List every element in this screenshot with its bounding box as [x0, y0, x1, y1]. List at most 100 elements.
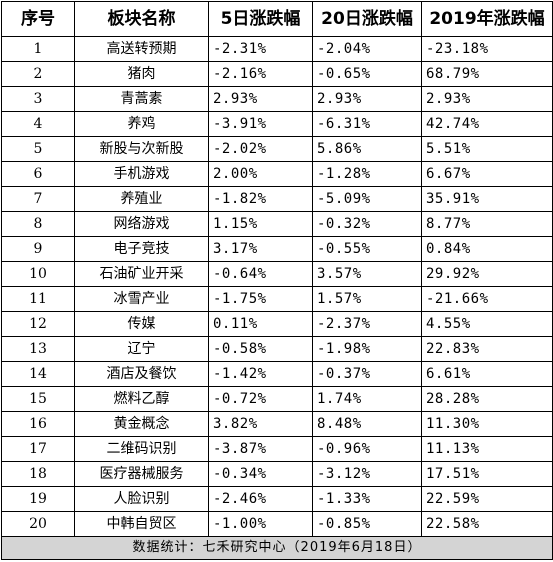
- table-row: 6 手机游戏 2.00% -1.28% 6.67%: [1, 161, 553, 187]
- table-row: 18 医疗器械服务 -0.34% -3.12% 17.51%: [1, 461, 553, 487]
- sector-name: 养鸡: [74, 111, 209, 137]
- change-5-day: 3.82%: [208, 411, 313, 437]
- sector-name: 石油矿业开采: [74, 261, 209, 287]
- table-row: 14 酒店及餐饮 -1.42% -0.37% 6.61%: [1, 361, 553, 387]
- footer-row: 数据统计：七禾研究中心（2019年6月18日）: [1, 536, 553, 560]
- table-row: 3 青蒿素 2.93% 2.93% 2.93%: [1, 86, 553, 112]
- change-20-day: -1.33%: [312, 486, 422, 512]
- header-index: 序号: [1, 1, 75, 37]
- sector-name: 猪肉: [74, 61, 209, 87]
- change-2019: 22.59%: [421, 486, 553, 512]
- row-index: 20: [1, 511, 75, 537]
- row-index: 4: [1, 111, 75, 137]
- table-row: 16 黄金概念 3.82% 8.48% 11.30%: [1, 411, 553, 437]
- change-20-day: -0.65%: [312, 61, 422, 87]
- change-2019: 22.58%: [421, 511, 553, 537]
- change-20-day: -0.37%: [312, 361, 422, 387]
- sector-name: 黄金概念: [74, 411, 209, 437]
- table-row: 7 养殖业 -1.82% -5.09% 35.91%: [1, 186, 553, 212]
- row-index: 13: [1, 336, 75, 362]
- row-index: 14: [1, 361, 75, 387]
- sector-name: 养殖业: [74, 186, 209, 212]
- change-2019: 11.13%: [421, 436, 553, 462]
- header-row: 序号 板块名称 5日涨跌幅 20日涨跌幅 2019年涨跌幅: [1, 1, 553, 37]
- change-2019: -23.18%: [421, 36, 553, 62]
- change-2019: 42.74%: [421, 111, 553, 137]
- change-20-day: -0.32%: [312, 211, 422, 237]
- change-5-day: -0.34%: [208, 461, 313, 487]
- table-row: 5 新股与次新股 -2.02% 5.86% 5.51%: [1, 136, 553, 162]
- change-20-day: 5.86%: [312, 136, 422, 162]
- sector-name: 网络游戏: [74, 211, 209, 237]
- change-5-day: -2.31%: [208, 36, 313, 62]
- change-5-day: 0.11%: [208, 311, 313, 337]
- row-index: 1: [1, 36, 75, 62]
- change-2019: 11.30%: [421, 411, 553, 437]
- data-source-note: 数据统计：七禾研究中心（2019年6月18日）: [1, 536, 553, 560]
- table-row: 19 人脸识别 -2.46% -1.33% 22.59%: [1, 486, 553, 512]
- change-20-day: 8.48%: [312, 411, 422, 437]
- row-index: 5: [1, 136, 75, 162]
- change-5-day: -3.91%: [208, 111, 313, 137]
- sector-name: 人脸识别: [74, 486, 209, 512]
- table-row: 17 二维码识别 -3.87% -0.96% 11.13%: [1, 436, 553, 462]
- sector-name: 辽宁: [74, 336, 209, 362]
- table-row: 10 石油矿业开采 -0.64% 3.57% 29.92%: [1, 261, 553, 287]
- change-2019: 8.77%: [421, 211, 553, 237]
- sector-name: 二维码识别: [74, 436, 209, 462]
- change-2019: 29.92%: [421, 261, 553, 287]
- sector-name: 燃料乙醇: [74, 386, 209, 412]
- row-index: 7: [1, 186, 75, 212]
- row-index: 18: [1, 461, 75, 487]
- change-5-day: -1.82%: [208, 186, 313, 212]
- change-20-day: -0.55%: [312, 236, 422, 262]
- table-row: 15 燃料乙醇 -0.72% 1.74% 28.28%: [1, 386, 553, 412]
- change-2019: 17.51%: [421, 461, 553, 487]
- sector-name: 中韩自贸区: [74, 511, 209, 537]
- change-2019: 2.93%: [421, 86, 553, 112]
- table-row: 1 高送转预期 -2.31% -2.04% -23.18%: [1, 36, 553, 62]
- change-5-day: -1.00%: [208, 511, 313, 537]
- change-20-day: -0.85%: [312, 511, 422, 537]
- change-20-day: -1.98%: [312, 336, 422, 362]
- change-20-day: -6.31%: [312, 111, 422, 137]
- change-20-day: -5.09%: [312, 186, 422, 212]
- change-20-day: -2.37%: [312, 311, 422, 337]
- table-row: 8 网络游戏 1.15% -0.32% 8.77%: [1, 211, 553, 237]
- change-2019: 6.67%: [421, 161, 553, 187]
- change-20-day: -2.04%: [312, 36, 422, 62]
- table-row: 12 传媒 0.11% -2.37% 4.55%: [1, 311, 553, 337]
- change-5-day: -1.75%: [208, 286, 313, 312]
- change-2019: 22.83%: [421, 336, 553, 362]
- change-2019: 6.61%: [421, 361, 553, 387]
- change-5-day: -2.16%: [208, 61, 313, 87]
- header-5-day-change: 5日涨跌幅: [208, 1, 313, 37]
- row-index: 10: [1, 261, 75, 287]
- row-index: 16: [1, 411, 75, 437]
- change-20-day: 3.57%: [312, 261, 422, 287]
- table-body: 1 高送转预期 -2.31% -2.04% -23.18% 2 猪肉 -2.16% -0.65%…: [1, 36, 553, 537]
- row-index: 11: [1, 286, 75, 312]
- change-20-day: -3.12%: [312, 461, 422, 487]
- table-row: 13 辽宁 -0.58% -1.98% 22.83%: [1, 336, 553, 362]
- table-row: 20 中韩自贸区 -1.00% -0.85% 22.58%: [1, 511, 553, 537]
- change-20-day: -0.96%: [312, 436, 422, 462]
- change-5-day: -1.42%: [208, 361, 313, 387]
- sector-name: 酒店及餐饮: [74, 361, 209, 387]
- header-20-day-change: 20日涨跌幅: [312, 1, 422, 37]
- change-5-day: 2.93%: [208, 86, 313, 112]
- change-5-day: -0.72%: [208, 386, 313, 412]
- table-row: 9 电子竞技 3.17% -0.55% 0.84%: [1, 236, 553, 262]
- change-20-day: 1.74%: [312, 386, 422, 412]
- row-index: 12: [1, 311, 75, 337]
- sector-name: 新股与次新股: [74, 136, 209, 162]
- change-5-day: -0.58%: [208, 336, 313, 362]
- row-index: 15: [1, 386, 75, 412]
- sector-name: 青蒿素: [74, 86, 209, 112]
- change-20-day: 1.57%: [312, 286, 422, 312]
- change-2019: 5.51%: [421, 136, 553, 162]
- change-5-day: 3.17%: [208, 236, 313, 262]
- change-2019: 0.84%: [421, 236, 553, 262]
- table-row: 11 冰雪产业 -1.75% 1.57% -21.66%: [1, 286, 553, 312]
